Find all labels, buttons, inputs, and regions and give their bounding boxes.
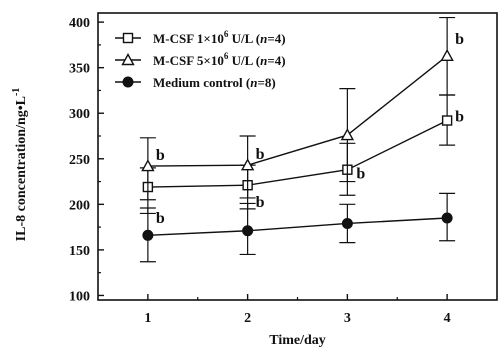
significance-label: b (455, 31, 464, 48)
data-point (142, 229, 154, 241)
legend-label-part: M-CSF 5×10 (153, 53, 224, 68)
x-tick-label: 3 (344, 311, 351, 326)
y-axis-label-superscript: -1 (11, 88, 22, 96)
plot-area: 100 150 200 250 300 350 400 1 2 3 4 b b b b b b b (69, 12, 498, 326)
x-tick-label: 1 (144, 311, 151, 326)
significance-label: b (156, 210, 165, 227)
legend-item-2: M-CSF 5×106 U/L (n=4) (115, 51, 286, 68)
y-tick-label: 100 (69, 289, 90, 304)
data-point (242, 225, 254, 237)
significance-label: b (156, 147, 165, 164)
data-point (441, 212, 453, 224)
series-2: b b b (139, 16, 464, 201)
legend-label-part: M-CSF 1×10 (153, 31, 224, 46)
legend-label-part: =4) (267, 53, 285, 68)
legend-label-part: n (260, 31, 267, 46)
series-3 (139, 192, 456, 263)
data-point (440, 48, 454, 62)
data-point (240, 158, 255, 171)
data-point (441, 115, 453, 126)
significance-label: b (256, 146, 265, 163)
y-tick-label: 150 (69, 244, 90, 259)
x-tick-label: 2 (244, 311, 251, 326)
significance-label: b (256, 194, 265, 211)
legend-label-part: U/L ( (228, 53, 260, 68)
x-axis-label: Time/day (269, 333, 326, 348)
y-tick-label: 400 (69, 16, 90, 31)
legend-label-part: Medium control ( (153, 75, 250, 90)
legend-item-3: Medium control (n=8) (115, 75, 276, 90)
data-point (340, 128, 355, 141)
legend-label-part: 6 (224, 29, 229, 39)
y-tick-label: 200 (69, 198, 90, 213)
legend-marker (122, 76, 134, 88)
legend-label-part: n (260, 53, 267, 68)
y-tick-label: 300 (69, 107, 90, 122)
legend-label: Medium control (n=8) (153, 75, 276, 90)
legend-marker (121, 53, 135, 66)
legend-label-part: n (250, 75, 257, 90)
significance-label: b (455, 109, 464, 126)
legend-label: M-CSF 5×106 U/L (n=4) (153, 51, 286, 68)
data-point (341, 217, 353, 229)
y-axis-label: IL-8 concentration/ng•L-1 (11, 88, 29, 242)
data-point (141, 159, 155, 172)
y-axis-label-main: IL-8 concentration/ng•L (14, 96, 29, 241)
series-line (147, 55, 448, 167)
y-tick-label: 350 (69, 62, 90, 77)
legend: M-CSF 1×106 U/L (n=4)M-CSF 5×106 U/L (n=… (115, 29, 286, 90)
x-tick-label: 4 (444, 311, 451, 326)
legend-label-part: =4) (267, 31, 285, 46)
legend-label-part: 6 (224, 51, 229, 61)
legend-label-part: U/L ( (228, 31, 260, 46)
legend-item-1: M-CSF 1×106 U/L (n=4) (115, 29, 286, 46)
legend-label: M-CSF 1×106 U/L (n=4) (153, 29, 286, 46)
y-tick-label: 250 (69, 153, 90, 168)
series-line (147, 217, 448, 237)
significance-label: b (356, 166, 365, 183)
series-1: b b b b (139, 94, 464, 227)
legend-marker (122, 32, 134, 44)
series-line (147, 119, 448, 188)
legend-label-part: =8) (257, 75, 275, 90)
